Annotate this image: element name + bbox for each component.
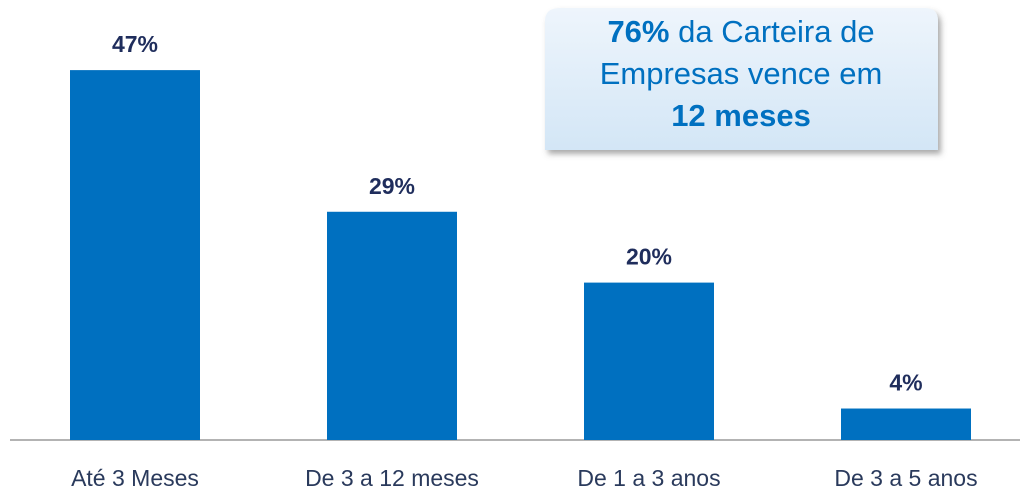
annotation-box bbox=[545, 8, 938, 150]
bar bbox=[841, 408, 971, 440]
x-tick-label: Até 3 Meses bbox=[71, 465, 199, 491]
bar bbox=[70, 70, 200, 441]
value-label: 4% bbox=[889, 370, 922, 396]
value-label: 20% bbox=[626, 244, 672, 270]
annotation-emphasis: 12 meses bbox=[671, 98, 811, 133]
annotation-text: da Carteira de bbox=[678, 14, 874, 49]
x-tick-label: De 3 a 5 anos bbox=[834, 465, 977, 491]
annotation-text: Empresas vence em bbox=[600, 56, 883, 91]
annotation-line: 76% da Carteira de bbox=[607, 14, 874, 49]
x-tick-label: De 3 a 12 meses bbox=[305, 465, 479, 491]
annotation-highlight: 76% bbox=[607, 14, 669, 49]
x-tick-label: De 1 a 3 anos bbox=[577, 465, 720, 491]
bar bbox=[327, 211, 457, 440]
value-label: 47% bbox=[112, 31, 158, 57]
bar bbox=[584, 282, 714, 440]
value-label: 29% bbox=[369, 173, 415, 199]
